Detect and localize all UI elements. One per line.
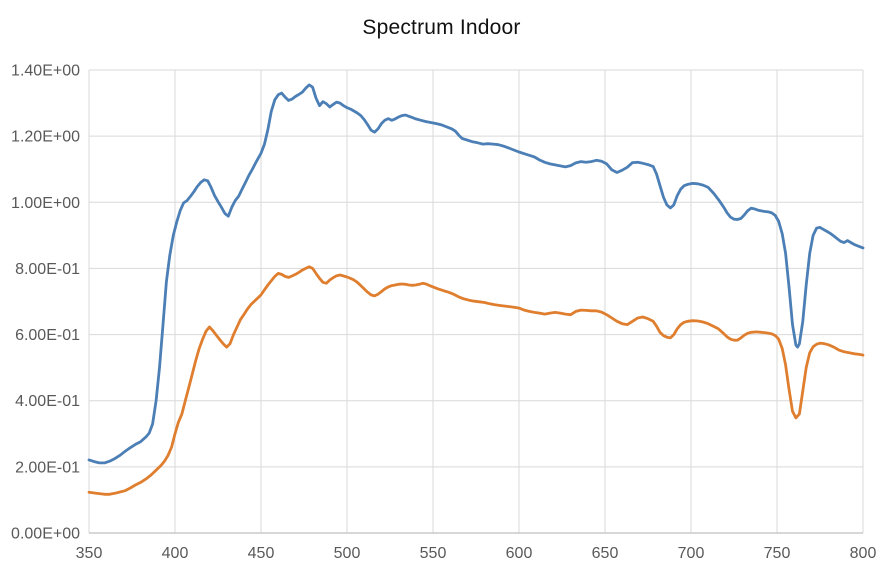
y-axis-tick-label: 1.40E+00 — [11, 63, 80, 80]
x-axis-tick-label: 650 — [592, 545, 619, 562]
orange-series-line — [87, 265, 865, 496]
x-axis-tick-label: 350 — [76, 545, 103, 562]
blue-series-line — [87, 83, 865, 465]
x-axis-tick-label: 800 — [850, 545, 877, 562]
x-axis-tick-label: 450 — [248, 545, 275, 562]
y-axis-tick-label: 0.00E+00 — [11, 526, 80, 543]
y-axis-tick-label: 1.20E+00 — [11, 129, 80, 146]
y-axis-tick-label: 8.00E-01 — [15, 261, 80, 278]
y-axis-tick-label: 2.00E-01 — [15, 459, 80, 476]
x-axis-tick-label: 500 — [334, 545, 361, 562]
chart-title: Spectrum Indoor — [362, 16, 521, 39]
y-axis-tick-label: 1.00E+00 — [11, 195, 80, 212]
x-axis-tick-label: 550 — [420, 545, 447, 562]
x-axis-tick-label: 750 — [764, 545, 791, 562]
x-axis-tick-label: 700 — [678, 545, 705, 562]
x-axis-tick-label: 600 — [506, 545, 533, 562]
y-axis-tick-label: 6.00E-01 — [15, 327, 80, 344]
y-axis-tick-label: 4.00E-01 — [15, 393, 80, 410]
x-axis-tick-label: 400 — [162, 545, 189, 562]
